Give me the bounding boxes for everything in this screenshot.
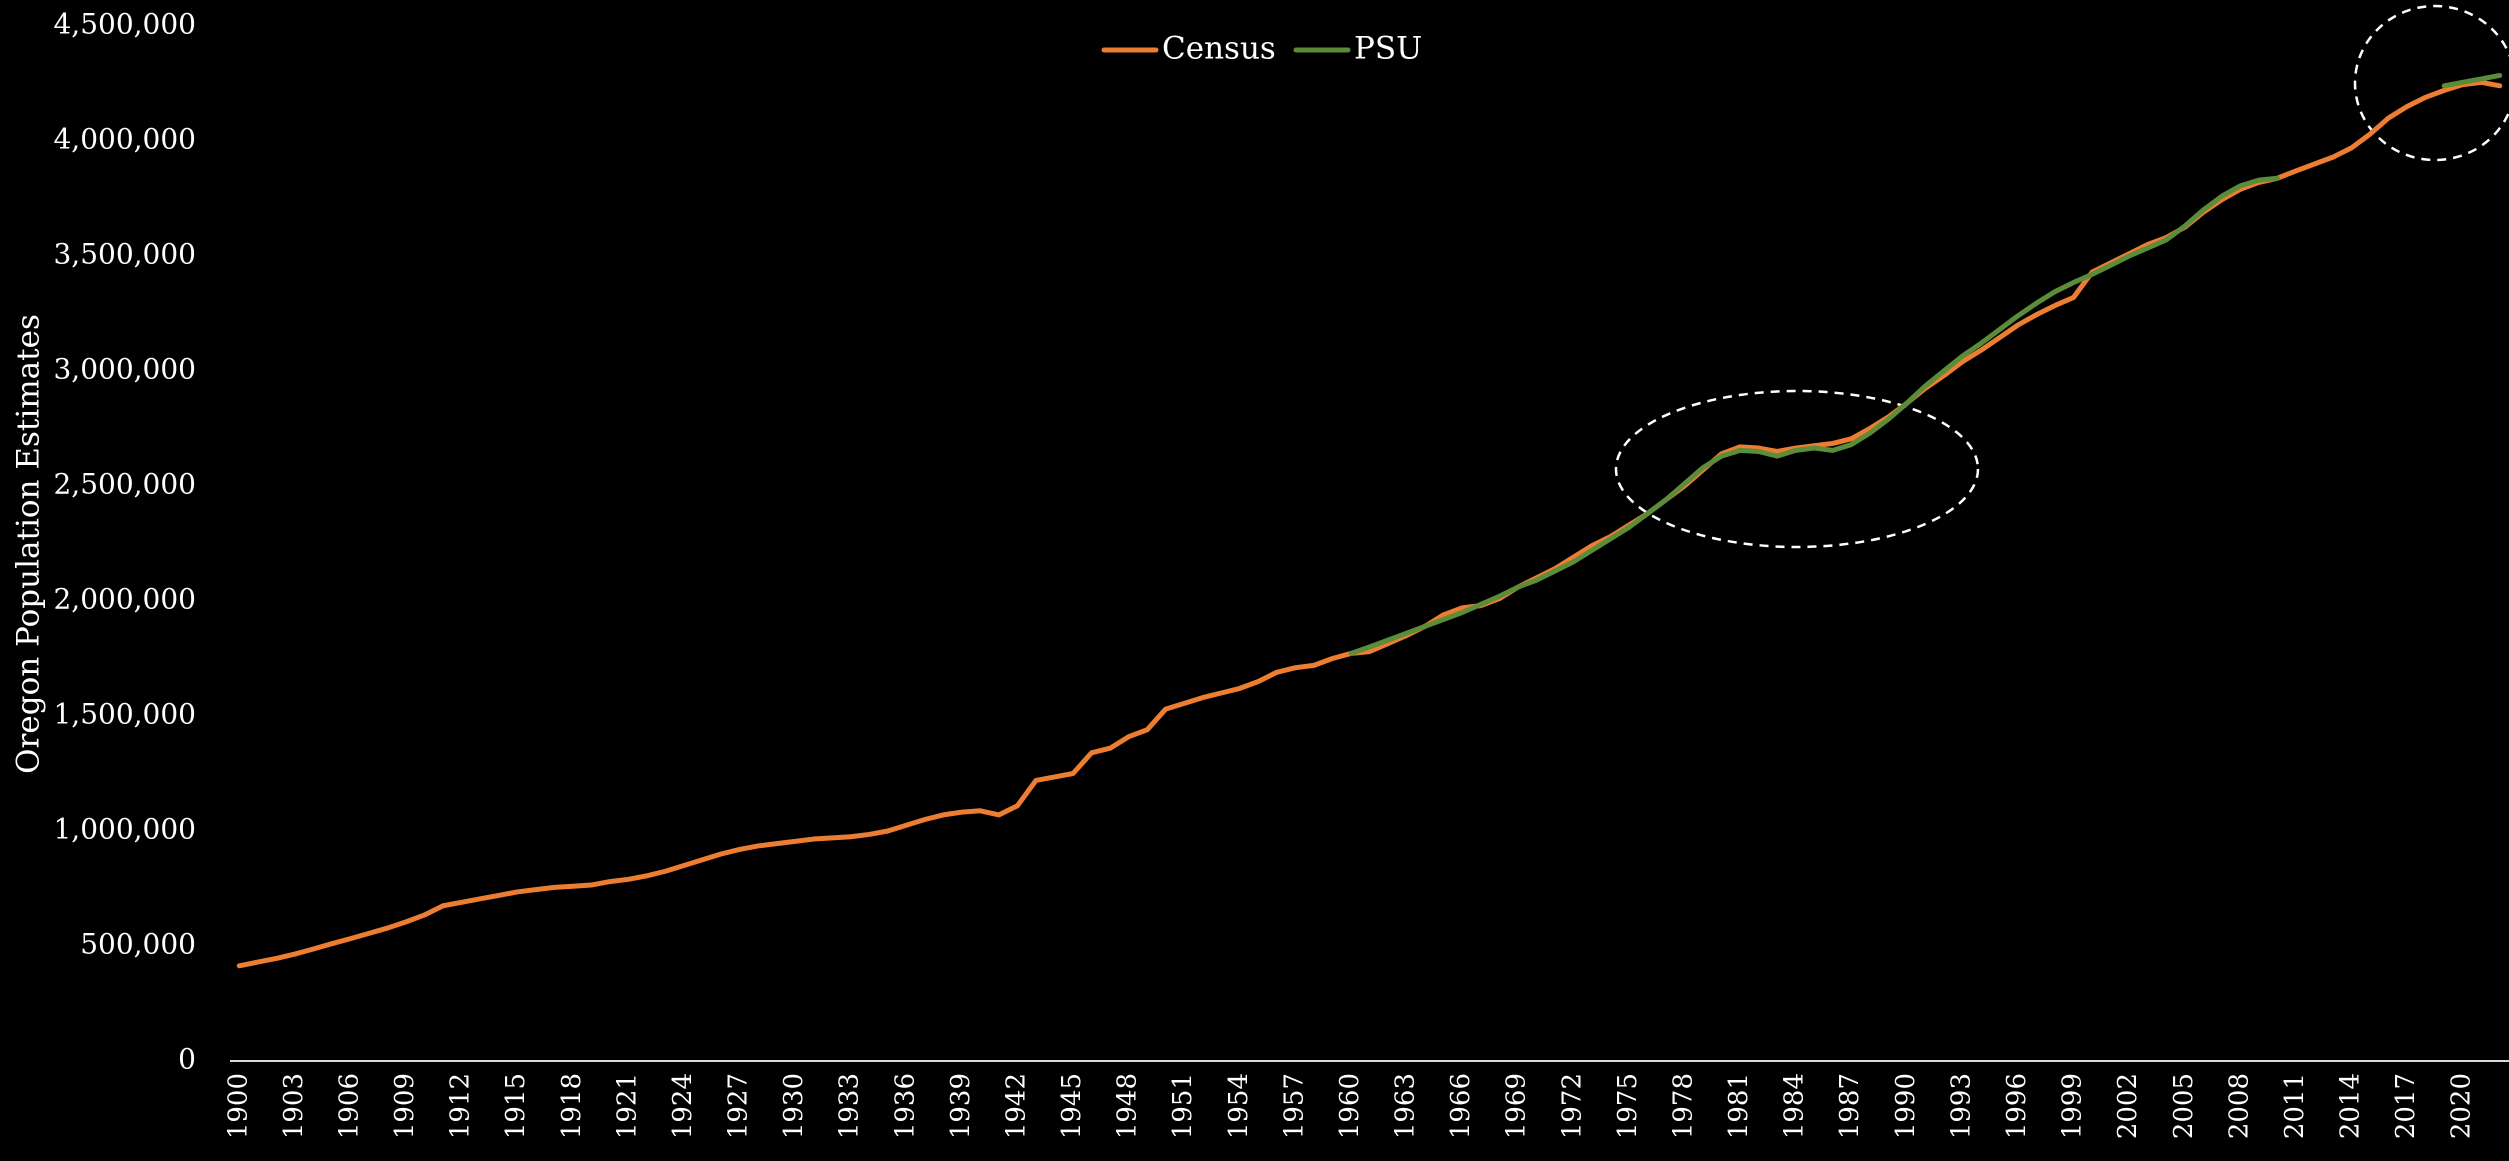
x-tick-label: 2020: [2447, 1073, 2477, 1139]
x-tick-label: 1972: [1557, 1073, 1587, 1139]
x-tick-label: 1900: [223, 1073, 253, 1139]
x-tick-label: 1996: [2002, 1073, 2032, 1139]
x-tick-label: 1984: [1780, 1073, 1810, 1139]
x-tick-label: 1990: [1891, 1073, 1921, 1139]
x-tick-label: 1954: [1224, 1073, 1254, 1139]
series-line: [2441, 72, 2503, 89]
x-tick-label: 1927: [724, 1073, 754, 1139]
x-tick-label: 1906: [334, 1073, 364, 1139]
x-tick-label: 1966: [1446, 1073, 1476, 1139]
x-tick-label: 1903: [279, 1073, 309, 1139]
y-tick-label: 4,500,000: [53, 8, 196, 41]
x-tick-label: 2005: [2169, 1073, 2199, 1139]
x-tick-label: 2014: [2336, 1073, 2366, 1139]
highlight-ellipse: [2353, 4, 2509, 162]
y-axis-label: Oregon Population Estimates: [11, 314, 47, 774]
x-tick-label: 1978: [1668, 1073, 1698, 1139]
x-tick-label: 1909: [390, 1073, 420, 1139]
x-tick-label: 1918: [557, 1073, 587, 1139]
x-tick-label: 1942: [1001, 1073, 1031, 1139]
y-tick-label: 0: [178, 1043, 196, 1076]
highlight-ellipse: [1614, 389, 1980, 549]
y-tick-label: 1,000,000: [53, 813, 196, 846]
x-tick-label: 1987: [1835, 1073, 1865, 1139]
y-tick-label: 3,000,000: [53, 353, 196, 386]
x-tick-label: 1981: [1724, 1073, 1754, 1139]
x-tick-label: 1969: [1502, 1073, 1532, 1139]
y-tick-label: 4,000,000: [53, 123, 196, 156]
x-tick-label: 1912: [446, 1073, 476, 1139]
x-tick-label: 1957: [1279, 1073, 1309, 1139]
x-tick-label: 1951: [1168, 1073, 1198, 1139]
y-tick-label: 1,500,000: [53, 698, 196, 731]
x-tick-label: 1948: [1113, 1073, 1143, 1139]
series-line: [1348, 175, 2280, 656]
x-tick-label: 1915: [501, 1073, 531, 1139]
y-tick-label: 2,500,000: [53, 468, 196, 501]
x-tick-label: 1963: [1391, 1073, 1421, 1139]
legend-label: PSU: [1354, 31, 1422, 67]
x-tick-label: 1924: [668, 1073, 698, 1139]
y-tick-label: 500,000: [80, 928, 196, 961]
x-tick-label: 1999: [2058, 1073, 2088, 1139]
x-tick-label: 2011: [2280, 1073, 2310, 1139]
x-tick-label: 1975: [1613, 1073, 1643, 1139]
y-tick-label: 2,000,000: [53, 583, 196, 616]
x-tick-label: 1945: [1057, 1073, 1087, 1139]
x-tick-label: 1993: [1946, 1073, 1976, 1139]
x-tick-label: 1960: [1335, 1073, 1365, 1139]
legend-label: Census: [1162, 31, 1276, 67]
x-tick-label: 1930: [779, 1073, 809, 1139]
x-tick-label: 1933: [835, 1073, 865, 1139]
x-tick-label: 1939: [946, 1073, 976, 1139]
x-tick-label: 2002: [2113, 1073, 2143, 1139]
x-tick-label: 2008: [2224, 1073, 2254, 1139]
x-tick-label: 1921: [612, 1073, 642, 1139]
x-tick-label: 2017: [2391, 1073, 2421, 1139]
x-tick-label: 1936: [890, 1073, 920, 1139]
y-tick-label: 3,500,000: [53, 238, 196, 271]
